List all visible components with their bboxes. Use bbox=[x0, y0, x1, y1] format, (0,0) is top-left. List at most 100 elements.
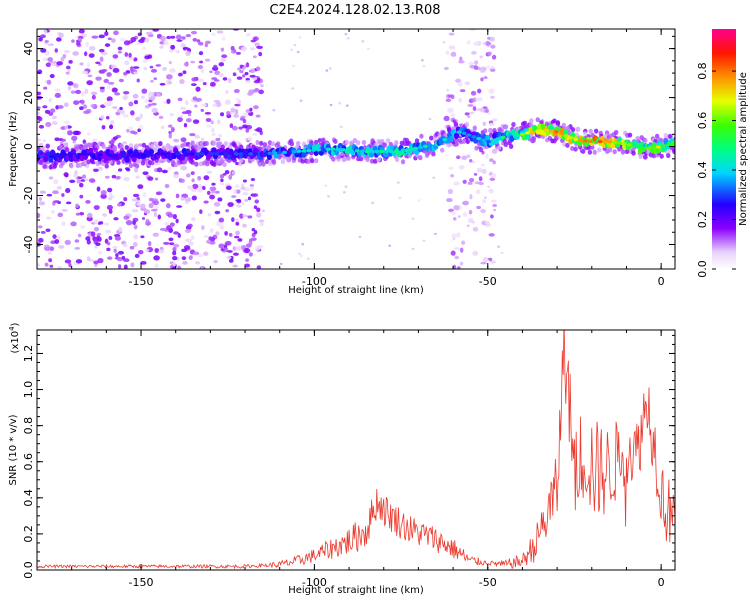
spectrogram-cell bbox=[235, 51, 241, 55]
spectrogram-cell bbox=[159, 45, 164, 49]
spectrogram-ridge-core bbox=[39, 154, 45, 158]
spectrogram-cell bbox=[196, 39, 201, 43]
spectrogram-cell bbox=[71, 135, 78, 141]
spectrogram-cell bbox=[472, 250, 479, 256]
spectrogram-cell bbox=[446, 198, 453, 203]
spectrogram-cell bbox=[250, 177, 256, 181]
spectrogram-cell bbox=[124, 52, 129, 57]
spectrogram-cell bbox=[576, 126, 581, 132]
spectrogram-cell bbox=[194, 104, 198, 108]
spectrogram-cell bbox=[150, 68, 158, 73]
spectrogram-cell bbox=[450, 113, 456, 118]
spectrogram-cell bbox=[233, 252, 239, 256]
spectrogram-cell bbox=[184, 196, 191, 203]
spectrogram-cell bbox=[179, 114, 184, 118]
spectrogram-cell bbox=[87, 74, 93, 78]
spectrogram-cell bbox=[137, 184, 144, 190]
spectrogram-cell bbox=[74, 247, 81, 250]
spectrogram-cell bbox=[328, 67, 332, 70]
spectrogram-ridge-core bbox=[461, 131, 467, 135]
spectrogram-cell bbox=[64, 239, 71, 245]
spectrogram-cell bbox=[173, 231, 179, 235]
spectrogram-cell bbox=[95, 242, 101, 246]
spectrogram-ridge-core bbox=[160, 152, 166, 156]
spectrogram-cell bbox=[184, 238, 192, 243]
spectrogram-cell bbox=[65, 147, 70, 153]
spectrogram-cell bbox=[130, 36, 137, 43]
spectrogram-cell bbox=[461, 155, 468, 161]
spectrogram-cell bbox=[239, 64, 244, 68]
spectrogram-cell bbox=[485, 65, 492, 70]
spectrogram-cell bbox=[464, 121, 470, 127]
spectrogram-cell bbox=[105, 175, 110, 179]
spectrogram-cell bbox=[250, 68, 256, 74]
spectrogram-cell bbox=[468, 61, 475, 66]
spectrogram-cell bbox=[169, 49, 174, 53]
spectrogram-cell bbox=[192, 119, 200, 124]
spectrogram-cell bbox=[213, 64, 218, 69]
spectrogram-cell bbox=[61, 221, 66, 226]
spectrogram-cell bbox=[108, 209, 113, 215]
spectrogram-ridge-core bbox=[520, 132, 525, 136]
spectrogram-cell bbox=[44, 262, 49, 267]
spectrogram-cell bbox=[227, 77, 232, 84]
spectrogram-cell bbox=[200, 108, 205, 112]
spectrogram-cell bbox=[473, 65, 479, 70]
spectrogram-cell bbox=[206, 190, 211, 195]
spectrogram-cell bbox=[99, 86, 105, 90]
spectrogram-cell bbox=[225, 185, 232, 190]
spectrogram-cell bbox=[261, 161, 266, 167]
spectrogram-cell bbox=[201, 225, 205, 231]
spectrogram-cell bbox=[434, 232, 437, 236]
spectrogram-cell bbox=[399, 140, 405, 146]
spectrogram-ridge-core bbox=[121, 154, 127, 158]
spectrogram-cell bbox=[320, 138, 325, 144]
spectrogram-cell bbox=[490, 214, 494, 219]
spectrogram-cell bbox=[500, 251, 504, 254]
spectrogram-cell bbox=[38, 237, 44, 243]
spectrogram-cell bbox=[220, 112, 225, 117]
spectrogram-cell bbox=[258, 219, 265, 223]
spectrogram-ridge-core bbox=[549, 129, 554, 133]
spectrogram-cell bbox=[58, 32, 64, 39]
spectrogram-cell bbox=[91, 94, 96, 100]
spectrogram-cell bbox=[535, 117, 540, 123]
spectrogram-cell bbox=[64, 125, 69, 130]
spectrogram-y-label: Frequency (Hz) bbox=[8, 111, 19, 187]
spectrogram-cell bbox=[489, 158, 494, 162]
spectrogram-cell bbox=[110, 64, 116, 69]
spectrogram-cell bbox=[292, 64, 295, 68]
spectrogram-cell bbox=[58, 245, 65, 249]
spectrogram-cell bbox=[75, 212, 81, 216]
spectrogram-cell bbox=[154, 177, 159, 181]
spectrogram-cell bbox=[201, 103, 208, 107]
spectrogram-cell bbox=[147, 240, 152, 247]
spectrogram-cell bbox=[232, 142, 238, 148]
spectrogram-cell bbox=[482, 128, 488, 134]
spectrogram-cell bbox=[37, 116, 43, 122]
spectrogram-cell bbox=[607, 147, 613, 153]
spectrogram-cell bbox=[95, 76, 102, 81]
spectrogram-cell bbox=[242, 124, 248, 129]
spectrogram-cell bbox=[161, 169, 168, 174]
spectrogram-cell bbox=[394, 157, 400, 163]
spectrogram-cell bbox=[211, 32, 216, 36]
spectrogram-cell bbox=[643, 138, 648, 144]
spectrogram-cell bbox=[129, 130, 136, 134]
spectrogram-cell bbox=[86, 239, 91, 245]
spectrogram-cell bbox=[67, 81, 74, 86]
spectrogram-cell bbox=[115, 253, 119, 258]
spectrogram-cell bbox=[56, 185, 62, 190]
spectrogram-cell bbox=[241, 223, 247, 228]
spectrogram-panel: -150 -100 -50 0 -40 -20 0 20 40 Height of strai… bbox=[8, 28, 676, 296]
spectrogram-cell bbox=[132, 93, 139, 99]
spectrogram-cell bbox=[151, 107, 158, 114]
spectrogram-cell bbox=[244, 198, 249, 202]
snr-x-label: Height of straight line (km) bbox=[288, 585, 424, 596]
spectrogram-cell bbox=[204, 140, 209, 146]
spectrogram-cell bbox=[470, 90, 477, 96]
spectrogram-cell bbox=[116, 257, 123, 262]
spectrogram-cell bbox=[234, 235, 240, 239]
spectrogram-cell bbox=[252, 193, 259, 197]
